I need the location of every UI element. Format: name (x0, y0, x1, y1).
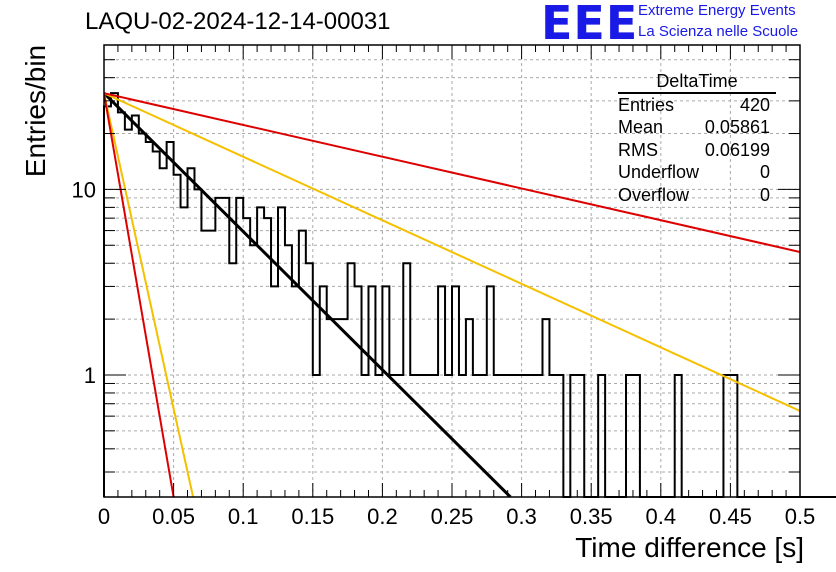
histogram (103, 92, 836, 498)
histogram-outline (103, 92, 836, 498)
fit-line (104, 92, 512, 497)
stats-label: Entries (618, 95, 675, 115)
x-tick-label: 0.5 (785, 504, 816, 529)
stats-value: 0.05861 (704, 117, 770, 138)
x-tick-label: 0.35 (570, 504, 613, 529)
stats-row: Overflow 0 (612, 184, 780, 206)
fit-line (104, 92, 800, 412)
logo-line-2: La Scienza nelle Scuole (638, 23, 799, 40)
fit-line (104, 92, 800, 253)
x-tick-label: 0.45 (709, 504, 752, 529)
stats-title: DeltaTime (618, 70, 776, 94)
eee-logo: EEE (541, 0, 639, 50)
stats-value: 420 (739, 95, 770, 115)
run-title: LAQU-02-2024-12-14-00031 (85, 8, 391, 35)
y-tick-label: 10 (72, 177, 96, 202)
y-axis-label: Entries/bin (20, 44, 51, 178)
y-tick-label: 1 (84, 363, 96, 388)
stats-row: RMS 0.06199 (612, 139, 780, 161)
stats-row: Mean 0.05861 (612, 116, 780, 138)
stats-label: Overflow (618, 184, 690, 205)
axis-ticks: 0 0.05 0.1 0.15 0.2 0.25 0.3 0.35 0.4 0.45 0.5 1 10 (72, 44, 816, 529)
x-tick-label: 0.2 (367, 504, 398, 529)
x-tick-label: 0.4 (646, 504, 677, 529)
stats-label: RMS (618, 139, 658, 160)
x-tick-label: 0.1 (228, 504, 259, 529)
fit-lines (104, 92, 800, 497)
stats-value: 0.06199 (704, 139, 770, 160)
x-tick-label: 0.05 (152, 504, 195, 529)
stats-row: Entries 420 (612, 94, 780, 116)
stats-label: Underflow (618, 162, 700, 183)
stats-label: Mean (618, 117, 664, 138)
x-tick-label: 0.25 (431, 504, 474, 529)
stats-value: 0 (759, 162, 770, 183)
x-tick-label: 0.15 (291, 504, 334, 529)
fit-line (104, 92, 195, 497)
stats-row: Underflow 0 (612, 161, 780, 183)
x-tick-label: 0.3 (506, 504, 537, 529)
x-axis-label: Time difference [s] (575, 532, 804, 563)
stats-value: 0 (759, 184, 770, 205)
x-tick-label: 0 (98, 504, 110, 529)
logo-line-1: Extreme Energy Events (638, 2, 796, 19)
stats-box: DeltaTime Entries 420 Mean 0.05861 RMS 0… (612, 70, 780, 206)
fit-line (104, 93, 175, 497)
